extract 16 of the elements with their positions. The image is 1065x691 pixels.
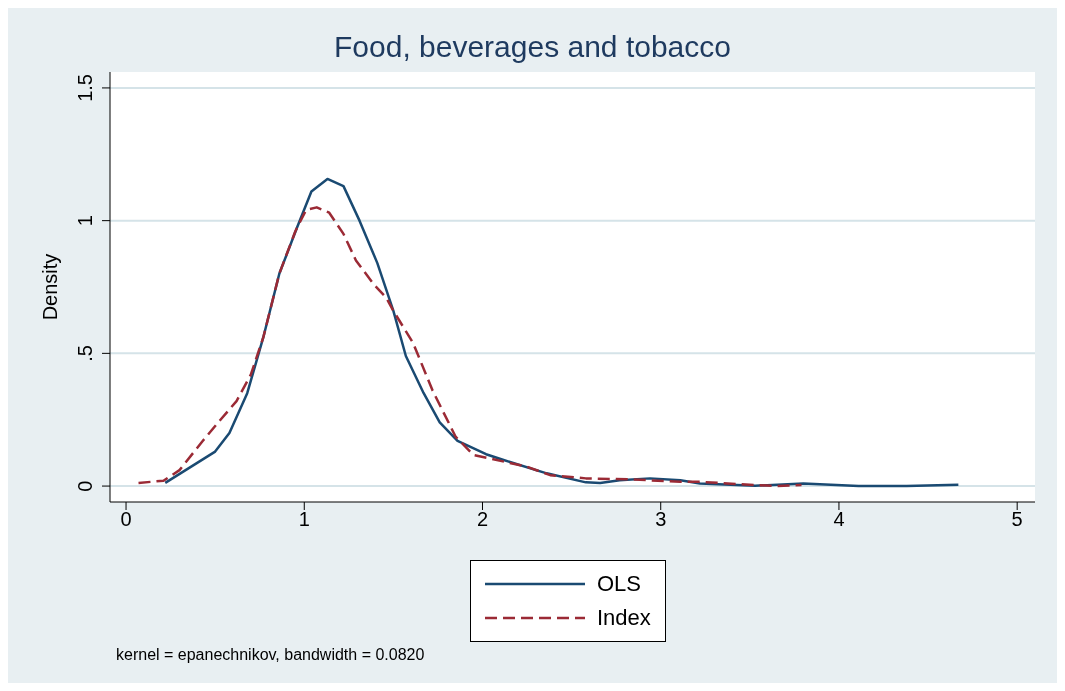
x-tick-label: 2 — [476, 508, 489, 531]
y-tick-label: 0 — [74, 480, 96, 492]
legend-label: Index — [597, 605, 651, 631]
y-tick-label: 1.5 — [74, 74, 96, 102]
y-axis-title: Density — [39, 253, 62, 321]
x-tick-label: 4 — [833, 508, 845, 531]
x-tick-label: 1 — [298, 508, 310, 531]
x-tick-label: 0 — [120, 508, 132, 531]
y-tick-label: .5 — [74, 345, 96, 362]
x-tick-label: 3 — [655, 508, 667, 531]
x-tick-label: 5 — [1011, 508, 1023, 531]
chart-title: Food, beverages and tobacco — [333, 30, 732, 64]
legend-label: OLS — [597, 571, 642, 597]
line-series — [137, 206, 803, 488]
text: kernel = epanechnikov, bandwidth = 0.0820 — [116, 646, 425, 664]
y-tick-label: 1 — [74, 215, 96, 227]
